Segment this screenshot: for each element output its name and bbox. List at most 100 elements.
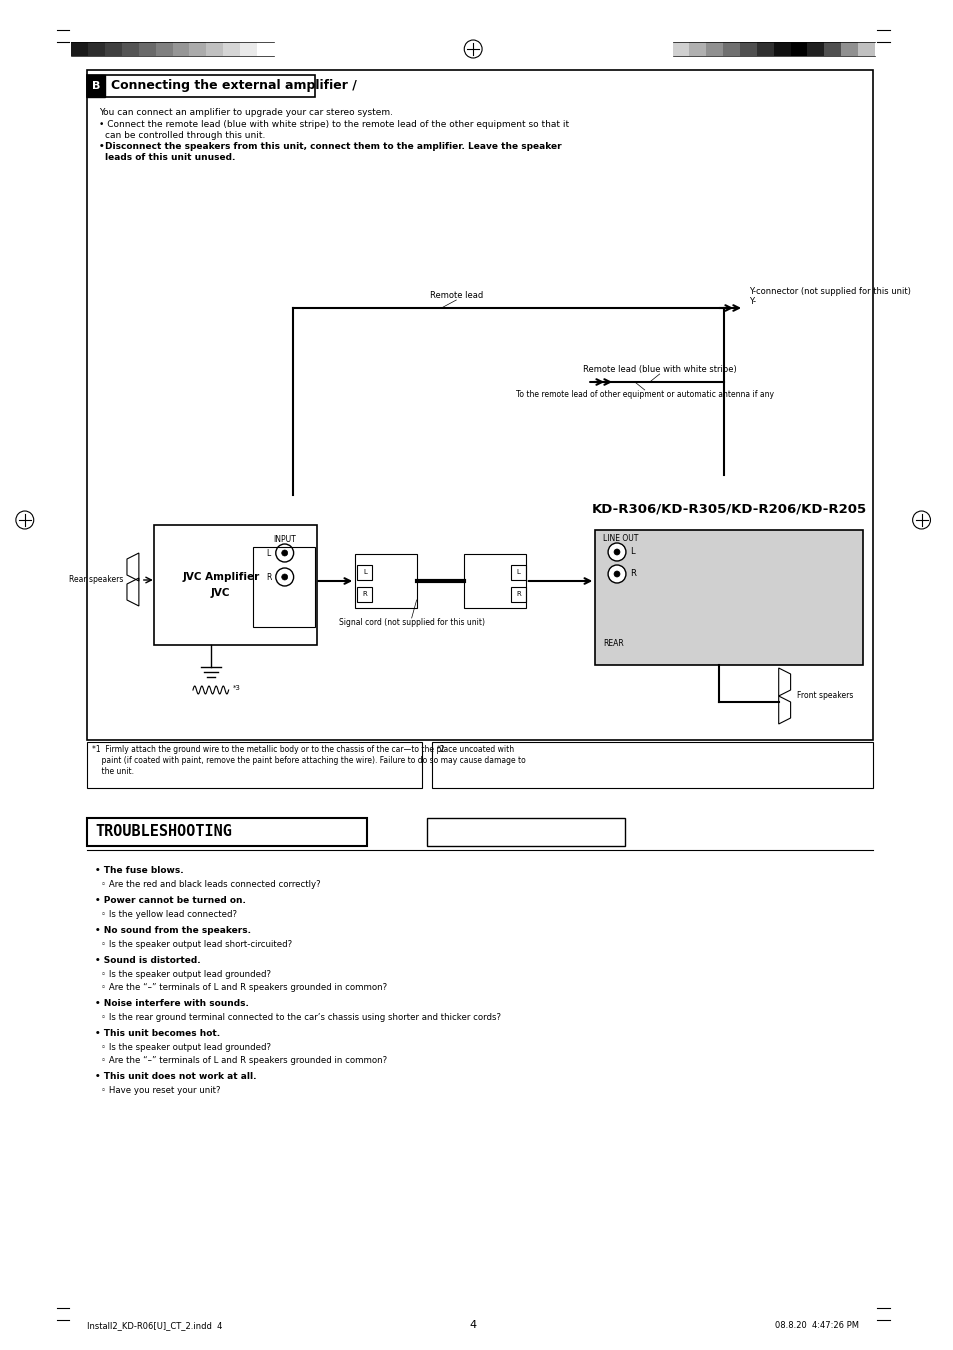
Text: Rear speakers: Rear speakers (69, 575, 123, 585)
Text: To the remote lead of other equipment or automatic antenna if any: To the remote lead of other equipment or… (516, 390, 773, 400)
Bar (790, 42, 806, 55)
Bar (88, 76, 315, 97)
Text: ◦ Is the speaker output lead short-circuited?: ◦ Is the speaker output lead short-circu… (101, 940, 292, 949)
Bar (595, 531, 862, 666)
Text: can be controlled through this unit.: can be controlled through this unit. (105, 131, 265, 140)
Text: *1  Firmly attach the ground wire to the metallic body or to the chassis of the : *1 Firmly attach the ground wire to the … (92, 745, 514, 755)
Text: ◦ Is the rear ground terminal connected to the car’s chassis using shorter and t: ◦ Is the rear ground terminal connected … (101, 1012, 500, 1022)
Text: •: • (99, 142, 108, 151)
Bar (190, 42, 206, 55)
Text: • Noise interfere with sounds.: • Noise interfere with sounds. (95, 999, 249, 1008)
Bar (356, 587, 372, 602)
Bar (88, 818, 367, 846)
Bar (88, 743, 421, 788)
Bar (431, 743, 872, 788)
Circle shape (281, 574, 288, 580)
Text: Y-: Y- (748, 297, 755, 306)
Bar (355, 554, 416, 608)
Text: R: R (362, 591, 367, 597)
Bar (105, 42, 122, 55)
Text: REAR: REAR (602, 639, 623, 648)
Text: Disconnect the speakers from this unit, connect them to the amplifier. Leave the: Disconnect the speakers from this unit, … (105, 142, 561, 151)
Text: Y-connector (not supplied for this unit): Y-connector (not supplied for this unit) (748, 288, 910, 296)
Circle shape (281, 549, 288, 556)
Bar (206, 42, 223, 55)
Bar (256, 42, 274, 55)
Bar (773, 42, 790, 55)
Bar (672, 42, 689, 55)
Bar (722, 42, 740, 55)
Text: Install2_KD-R06[U]_CT_2.indd  4: Install2_KD-R06[U]_CT_2.indd 4 (88, 1322, 222, 1330)
Text: Remote lead: Remote lead (429, 292, 482, 300)
Text: ◦ Have you reset your unit?: ◦ Have you reset your unit? (101, 1085, 220, 1095)
Circle shape (614, 549, 619, 555)
Bar (172, 42, 190, 55)
Text: L: L (363, 568, 367, 575)
Text: leads of this unit unused.: leads of this unit unused. (105, 153, 235, 162)
Bar (356, 566, 372, 580)
Text: INPUT: INPUT (274, 535, 295, 544)
Text: TROUBLESHOOTING: TROUBLESHOOTING (95, 825, 232, 840)
Text: the unit.: the unit. (92, 767, 134, 776)
Bar (153, 525, 317, 645)
Bar (756, 42, 773, 55)
Bar (426, 818, 624, 846)
Text: • No sound from the speakers.: • No sound from the speakers. (95, 926, 251, 936)
Bar (511, 587, 525, 602)
Bar (88, 76, 105, 97)
Text: R: R (629, 570, 635, 579)
Bar (223, 42, 240, 55)
Circle shape (614, 571, 619, 576)
Text: L: L (517, 568, 520, 575)
Bar (240, 42, 256, 55)
Text: • The fuse blows.: • The fuse blows. (95, 865, 184, 875)
Bar (89, 42, 105, 55)
Text: • Sound is distorted.: • Sound is distorted. (95, 956, 201, 965)
Text: Remote lead (blue with white stripe): Remote lead (blue with white stripe) (582, 364, 736, 374)
Text: JVC: JVC (211, 589, 231, 598)
Text: 08.8.20  4:47:26 PM: 08.8.20 4:47:26 PM (774, 1322, 858, 1330)
Bar (740, 42, 756, 55)
Text: paint (if coated with paint, remove the paint before attaching the wire). Failur: paint (if coated with paint, remove the … (92, 756, 525, 765)
Text: ◦ Is the speaker output lead grounded?: ◦ Is the speaker output lead grounded? (101, 1044, 271, 1052)
Bar (155, 42, 172, 55)
Text: ◦ Is the yellow lead connected?: ◦ Is the yellow lead connected? (101, 910, 237, 919)
Text: • Power cannot be turned on.: • Power cannot be turned on. (95, 896, 246, 905)
Bar (806, 42, 823, 55)
Text: ◦ Are the “–” terminals of L and R speakers grounded in common?: ◦ Are the “–” terminals of L and R speak… (101, 983, 387, 992)
Text: ◦ Is the speaker output lead grounded?: ◦ Is the speaker output lead grounded? (101, 971, 271, 979)
Text: R: R (266, 572, 271, 582)
Text: You can connect an amplifier to upgrade your car stereo system.: You can connect an amplifier to upgrade … (99, 108, 393, 117)
Text: *2: *2 (436, 745, 445, 755)
Text: B: B (91, 81, 100, 90)
Text: R: R (516, 591, 520, 597)
Circle shape (607, 543, 625, 562)
Bar (122, 42, 139, 55)
Text: LINE OUT: LINE OUT (602, 535, 638, 543)
Text: Signal cord (not supplied for this unit): Signal cord (not supplied for this unit) (338, 618, 484, 626)
Text: L: L (629, 548, 634, 556)
Text: • This unit does not work at all.: • This unit does not work at all. (95, 1072, 256, 1081)
Bar (511, 566, 525, 580)
Bar (841, 42, 857, 55)
Bar (464, 554, 525, 608)
Bar (823, 42, 841, 55)
Bar (88, 70, 872, 740)
Bar (705, 42, 722, 55)
Bar (253, 547, 315, 626)
Text: KD-R306/KD-R305/KD-R206/KD-R205: KD-R306/KD-R305/KD-R206/KD-R205 (591, 502, 865, 514)
Bar (71, 42, 89, 55)
Bar (689, 42, 705, 55)
Text: Front speakers: Front speakers (796, 691, 852, 701)
Text: • This unit becomes hot.: • This unit becomes hot. (95, 1029, 220, 1038)
Text: • Connect the remote lead (blue with white stripe) to the remote lead of the oth: • Connect the remote lead (blue with whi… (99, 120, 569, 130)
Text: L: L (266, 548, 270, 558)
Text: ◦ Are the red and black leads connected correctly?: ◦ Are the red and black leads connected … (101, 880, 320, 890)
Text: Connecting the external amplifier /: Connecting the external amplifier / (111, 80, 356, 93)
Text: 4: 4 (469, 1320, 476, 1330)
Bar (857, 42, 874, 55)
Text: ◦ Are the “–” terminals of L and R speakers grounded in common?: ◦ Are the “–” terminals of L and R speak… (101, 1056, 387, 1065)
Text: *3: *3 (233, 684, 240, 691)
Circle shape (607, 566, 625, 583)
Bar (139, 42, 155, 55)
